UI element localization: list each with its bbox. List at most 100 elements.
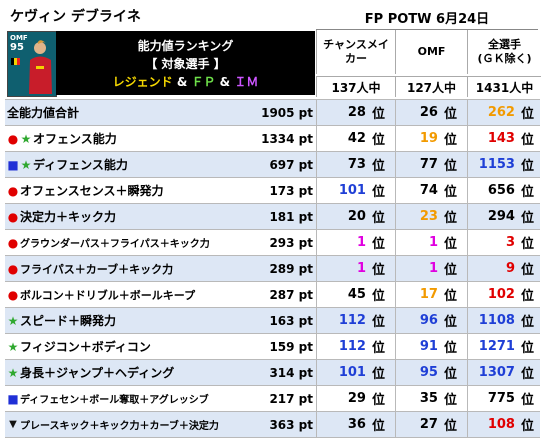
- card-overall: 95: [10, 42, 24, 53]
- column-separator: [395, 230, 396, 255]
- rank-cell-omf: 74 位: [395, 178, 467, 203]
- row-label-text: スピード＋瞬発力: [20, 314, 117, 328]
- rank-value: 1108: [478, 313, 515, 328]
- column-separator: [316, 386, 317, 411]
- rank-cell-all-players: 102 位: [467, 282, 540, 307]
- row-points: 314 pt: [269, 365, 313, 380]
- column-separator: [467, 412, 468, 437]
- column-separator: [316, 308, 317, 333]
- rank-value: 1: [428, 261, 438, 276]
- circle-marker-icon: ●: [7, 261, 19, 276]
- column-separator: [395, 386, 396, 411]
- rank-cell-omf: 96 位: [395, 308, 467, 333]
- panel-subtitle: 【 対象選手 】: [145, 57, 226, 71]
- rank-unit: 位: [520, 237, 534, 252]
- rank-unit: 位: [443, 107, 457, 122]
- rank-unit: 位: [443, 419, 457, 434]
- rank-value: 19: [419, 131, 438, 146]
- rank-value: 26: [419, 105, 438, 120]
- rank-value: 73: [347, 157, 366, 172]
- rank-value: 102: [487, 287, 515, 302]
- column-separator: [316, 360, 317, 385]
- fp-label: ＦＰ: [191, 75, 216, 89]
- rank-value: 77: [419, 157, 438, 172]
- rank-cell-chance-maker: 20 位: [316, 204, 395, 229]
- card-position: OMF: [10, 34, 28, 42]
- row-label-text: フライパス＋カーブ＋キック力: [20, 262, 174, 276]
- circle-marker-icon: ●: [7, 209, 19, 224]
- rank-unit: 位: [371, 263, 385, 278]
- row-label-text: ディフェンス能力: [33, 158, 128, 172]
- rank-unit: 位: [520, 341, 534, 356]
- rank-value: 294: [487, 209, 515, 224]
- rank-unit: 位: [371, 393, 385, 408]
- rank-unit: 位: [520, 315, 534, 330]
- row-label: ▼ プレースキック＋キック力＋カーブ＋決定力: [7, 412, 219, 437]
- rank-cell-all-players: 108 位: [467, 412, 540, 437]
- legend-label: レジェンド: [112, 75, 173, 89]
- ranking-table: 全能力値合計 1905 pt 28 位 26 位 262 位 ● ★ オフェンス能力 1334 pt 4…: [5, 99, 540, 438]
- rank-value: 42: [347, 131, 366, 146]
- column-separator: [395, 152, 396, 177]
- rank-unit: 位: [371, 107, 385, 122]
- rank-cell-chance-maker: 112 位: [316, 334, 395, 359]
- table-row: ★ 身長＋ジャンプ＋ヘディング 314 pt 101 位 95 位 1307 位: [5, 359, 540, 385]
- row-points: 159 pt: [269, 339, 313, 354]
- panel-target-types: レジェンド & ＦＰ & ＩＭ: [56, 73, 315, 90]
- row-label-text: ディフェセン＋ボール奪取＋アグレッシブ: [20, 395, 209, 406]
- column-separator: [395, 334, 396, 359]
- rank-unit: 位: [520, 419, 534, 434]
- table-row: ● フライパス＋カーブ＋キック力 289 pt 1 位 1 位 9 位: [5, 255, 540, 281]
- row-points: 1334 pt: [261, 131, 313, 146]
- column-separator: [316, 334, 317, 359]
- column-header-chance-maker: チャンスメイ カー: [316, 30, 395, 74]
- rank-cell-chance-maker: 28 位: [316, 100, 395, 125]
- star-marker-icon: ★: [20, 157, 32, 172]
- circle-marker-icon: ●: [7, 287, 19, 302]
- rank-value: 28: [347, 105, 366, 120]
- rank-unit: 位: [443, 211, 457, 226]
- rank-cell-chance-maker: 73 位: [316, 152, 395, 177]
- rank-cell-all-players: 1307 位: [467, 360, 540, 385]
- column-separator: [316, 178, 317, 203]
- row-label: ■ ★ ディフェンス能力: [7, 152, 128, 177]
- row-label: 全能力値合計: [7, 100, 79, 125]
- table-row: ■ ★ ディフェンス能力 697 pt 73 位 77 位 1153 位: [5, 151, 540, 177]
- rank-unit: 位: [520, 367, 534, 382]
- rank-cell-chance-maker: 112 位: [316, 308, 395, 333]
- rank-cell-omf: 77 位: [395, 152, 467, 177]
- rank-unit: 位: [371, 211, 385, 226]
- column-separator: [316, 100, 317, 125]
- rank-cell-all-players: 1271 位: [467, 334, 540, 359]
- table-row: ● ボルコン＋ドリブル＋ボールキープ 287 pt 45 位 17 位 102 位: [5, 281, 540, 307]
- table-row: ■ ディフェセン＋ボール奪取＋アグレッシブ 217 pt 29 位 35 位 775 位: [5, 385, 540, 411]
- rank-cell-all-players: 775 位: [467, 386, 540, 411]
- column-separator: [316, 204, 317, 229]
- im-label: ＩＭ: [234, 75, 259, 89]
- table-row: ★ スピード＋瞬発力 163 pt 112 位 96 位 1108 位: [5, 307, 540, 333]
- star-marker-icon: ★: [20, 131, 32, 146]
- column-separator: [467, 204, 468, 229]
- rank-cell-omf: 17 位: [395, 282, 467, 307]
- rank-cell-omf: 26 位: [395, 100, 467, 125]
- rank-value: 9: [505, 261, 515, 276]
- rank-cell-chance-maker: 101 位: [316, 178, 395, 203]
- column-separator: [467, 282, 468, 307]
- rank-value: 91: [419, 339, 438, 354]
- rank-unit: 位: [371, 185, 385, 200]
- row-points: 363 pt: [269, 417, 313, 432]
- rank-value: 3: [505, 235, 515, 250]
- table-row: ● 決定力＋キック力 181 pt 20 位 23 位 294 位: [5, 203, 540, 229]
- column-separator: [395, 100, 396, 125]
- row-points: 163 pt: [269, 313, 313, 328]
- rank-value: 108: [487, 417, 515, 432]
- table-row: ● グラウンダーパス＋フライパス＋キック力 293 pt 1 位 1 位 3 位: [5, 229, 540, 255]
- column-separator: [467, 152, 468, 177]
- rank-cell-all-players: 294 位: [467, 204, 540, 229]
- row-label-text: オフェンス能力: [33, 132, 117, 146]
- rank-value: 143: [487, 131, 515, 146]
- column-separator: [467, 360, 468, 385]
- row-points: 697 pt: [269, 157, 313, 172]
